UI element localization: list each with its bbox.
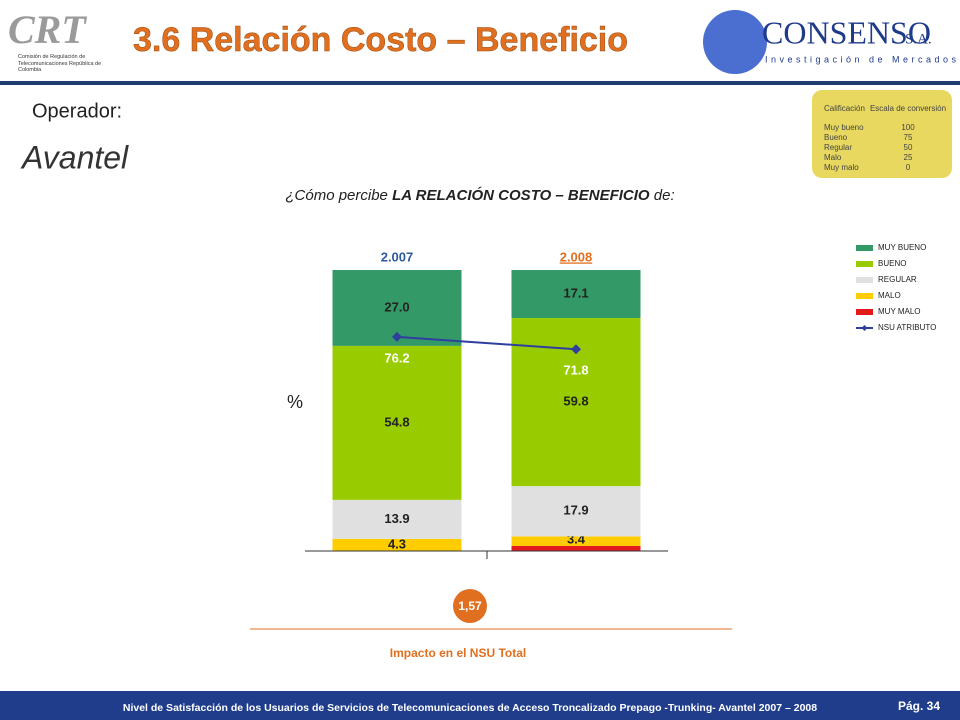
data-label: 54.8	[384, 414, 409, 429]
consenso-suffix: S.A.	[905, 31, 932, 47]
question-prefix: ¿Cómo percibe	[285, 187, 392, 204]
consenso-globe	[703, 10, 767, 74]
nsu-marker	[392, 331, 402, 342]
legend-label: MUY MALO	[878, 307, 921, 316]
data-label: 4.3	[388, 536, 406, 551]
scale-row-label: Muy bueno	[824, 123, 864, 132]
impact-badge	[453, 589, 487, 623]
bar-segment	[332, 345, 462, 500]
operator-logo: Avantel	[20, 139, 129, 175]
footer-text: Nivel de Satisfacción de los Usuarios de…	[123, 702, 817, 714]
legend-label: MALO	[878, 291, 901, 300]
scale-row-value: 100	[901, 123, 915, 132]
consenso-logo: CONSENSO	[762, 14, 931, 50]
data-label: 17.1	[563, 285, 588, 300]
crt-logo: CRT	[8, 7, 87, 52]
legend-swatch	[856, 277, 873, 283]
x-tick-label: 2.007	[381, 249, 414, 264]
data-label: 13.9	[384, 511, 409, 526]
bar-segment	[511, 536, 641, 546]
crt-sub-box: Comisión de Regulación de Telecomunicaci…	[18, 54, 102, 73]
bar-segment	[511, 486, 641, 537]
scale-header: Escala de conversión	[870, 104, 946, 113]
impact-value: 1,57	[458, 599, 482, 613]
question: ¿Cómo percibe LA RELACIÓN COSTO – BENEFI…	[285, 186, 674, 204]
scale-row-label: Muy malo	[824, 163, 859, 172]
legend-swatch	[856, 245, 873, 251]
header-rule	[0, 81, 960, 85]
data-label: 27.0	[384, 299, 409, 314]
footer-bar	[0, 691, 960, 720]
nsu-marker	[571, 344, 581, 355]
scale-row-label: Bueno	[824, 133, 848, 142]
legend-label: NSU ATRIBUTO	[878, 323, 936, 332]
scale-header: Calificación	[824, 104, 865, 113]
bar-segment	[511, 270, 641, 319]
scale-row-value: 0	[906, 163, 911, 172]
question-bold: LA RELACIÓN COSTO – BENEFICIO	[392, 186, 650, 204]
crt-sub: Comisión de Regulación de Telecomunicaci…	[18, 54, 102, 73]
legend-marker	[861, 325, 868, 331]
scale-row-value: 75	[904, 133, 913, 142]
bar-segment	[332, 538, 462, 551]
data-label: 17.9	[563, 503, 588, 518]
legend-swatch	[856, 309, 873, 315]
x-tick-label: 2.008	[560, 249, 593, 264]
legend-label: BUENO	[878, 259, 906, 268]
scale-row-value: 25	[904, 153, 913, 162]
legend-label: MUY BUENO	[878, 243, 926, 252]
y-axis-label: %	[287, 392, 303, 412]
legend-swatch	[856, 293, 873, 299]
bar-segment	[332, 499, 462, 539]
impact-label: Impacto en el NSU Total	[390, 646, 526, 660]
legend-label: REGULAR	[878, 275, 917, 284]
nsu-label: 76.2	[384, 350, 409, 365]
nsu-line	[396, 335, 577, 351]
data-label: 59.8	[563, 394, 588, 409]
bar-segment	[511, 545, 641, 551]
legend-swatch	[856, 261, 873, 267]
nsu-label: 71.8	[563, 363, 588, 378]
operator-label: Operador:	[32, 100, 122, 122]
consenso-sub: Investigación de Mercados	[765, 54, 960, 64]
scale-row-label: Malo	[824, 153, 842, 162]
scale-table-box	[812, 90, 952, 178]
scale-row-value: 50	[904, 143, 913, 152]
scale-row-label: Regular	[824, 143, 852, 152]
title: 3.6 Relación Costo – Beneficio	[133, 21, 628, 59]
question-suffix: de:	[650, 187, 675, 204]
page-number: Pág. 34	[898, 699, 940, 713]
